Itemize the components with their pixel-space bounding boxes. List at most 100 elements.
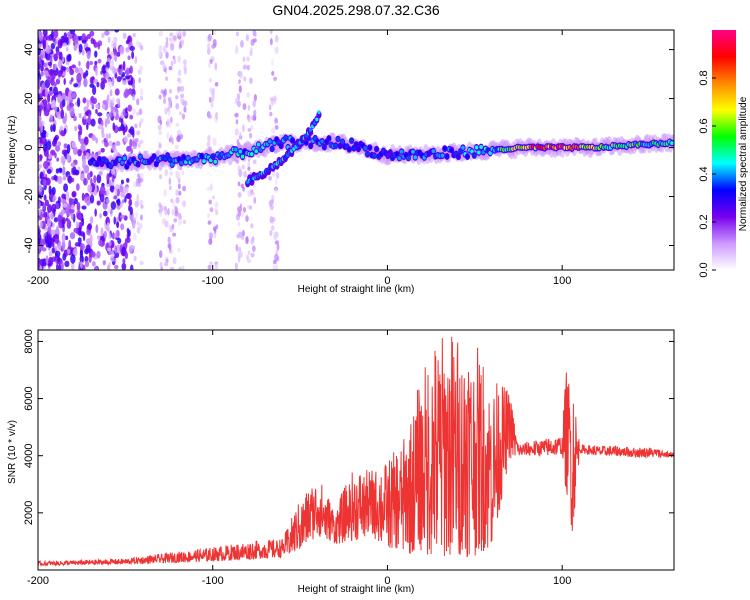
spectrogram-noise-speckle (102, 79, 108, 84)
spectrogram-noise-speckle (69, 232, 76, 240)
spectrogram-streak-speckle (167, 236, 171, 244)
spectrogram-noise-speckle (48, 250, 53, 257)
spectrogram-streak-speckle (242, 103, 247, 111)
spectrogram-noise-speckle (97, 235, 101, 240)
spectrogram-noise-speckle (95, 137, 98, 144)
spectrogram-noise-speckle (43, 194, 47, 201)
spectrogram-noise-speckle (88, 254, 92, 263)
spectrogram-noise-speckle (50, 149, 56, 156)
spectrogram-noise-speckle (69, 106, 75, 117)
spectrogram-noise-speckle (65, 95, 69, 101)
spectrogram-noise-speckle (90, 251, 96, 258)
spectrogram-streak-speckle (166, 118, 170, 124)
spectrogram-noise-speckle (79, 173, 85, 182)
spectrogram-noise-speckle (114, 88, 120, 96)
spectrogram-ridge-core (349, 138, 354, 143)
spectrogram-noise-speckle (51, 71, 56, 80)
spectrogram-streak-speckle (158, 202, 162, 208)
spectrogram-noise-speckle (42, 202, 46, 211)
spectrogram-noise-speckle (56, 157, 60, 162)
spectrogram-noise-speckle (86, 172, 91, 181)
spectrogram-noise-speckle (95, 108, 98, 114)
spectrogram-branch-core (308, 127, 313, 132)
spectrogram-noise-speckle (45, 255, 49, 265)
spectrogram-noise-speckle (87, 184, 93, 193)
spectrogram-streak-speckle (109, 30, 114, 33)
spectrogram-noise-speckle (116, 188, 120, 197)
spectrogram-noise-speckle (98, 170, 103, 176)
spectrogram-noise-speckle (63, 78, 66, 86)
spectrogram-streak-speckle (238, 250, 244, 258)
spectrogram-noise-speckle (99, 213, 102, 219)
spectrogram-streak-speckle (134, 123, 138, 129)
spectrogram-noise-speckle (38, 78, 41, 89)
spectrogram-noise-speckle (46, 140, 52, 151)
spectrogram-streak-speckle (271, 58, 274, 66)
spectrogram-noise-speckle (123, 136, 128, 143)
spectrogram-streak-speckle (209, 96, 212, 103)
spectrogram-noise-speckle (42, 30, 48, 37)
spectrogram-ridge-core (136, 162, 140, 167)
spectrogram-noise-speckle (43, 98, 48, 108)
spectrogram-streak-speckle (158, 50, 162, 58)
spectrogram-streak-speckle (109, 61, 114, 68)
spectrogram-streak-speckle (160, 60, 165, 66)
spectrogram-streak-speckle (167, 207, 170, 216)
spectrogram-y-ticks: -40 -20 0 20 40 (23, 43, 674, 253)
spectrogram-noise-speckle (94, 208, 97, 217)
spectrogram-frame (37, 29, 675, 271)
spectrogram-noise-speckle (97, 58, 102, 64)
spectrogram-noise-speckle (90, 118, 96, 127)
spectrogram-ridge-core (340, 139, 345, 144)
spectrogram-streak-speckle (208, 77, 213, 83)
spectrogram-noise-speckle (99, 185, 106, 195)
spectrogram-streak-speckle (172, 232, 177, 237)
spectrogram-noise-speckle (77, 213, 82, 221)
spectrogram-noise-speckle (94, 50, 98, 58)
spectrogram-noise-speckle (63, 183, 69, 192)
spectrogram-noise-speckle (83, 178, 88, 186)
spectrogram-ridge-core (138, 154, 143, 159)
spectrogram-streak-speckle (107, 81, 112, 90)
spectrogram-noise-speckle (65, 190, 70, 201)
spectrogram-ridge-core (99, 161, 104, 166)
spectrogram-noise-speckle (115, 140, 121, 146)
spectrogram-noise-speckle (93, 175, 97, 184)
spectrogram-y-tick-label: -40 (23, 238, 35, 254)
snr-x-tick-label: -200 (27, 575, 49, 587)
spectrogram-noise-speckle (39, 138, 43, 144)
spectrogram-ridge-core (233, 147, 238, 152)
snr-x-tick-label: 100 (553, 575, 571, 587)
spectrogram-noise-speckle (74, 125, 78, 132)
spectrogram-streak-speckle (241, 164, 245, 170)
spectrogram-noise-speckle (86, 200, 90, 206)
spectrogram-streak-speckle (135, 40, 139, 47)
spectrogram-streak-speckle (207, 134, 211, 143)
spectrogram-streak-speckle (132, 181, 138, 188)
spectrogram-streak-speckle (272, 95, 277, 102)
spectrogram-noise-speckle (63, 249, 69, 257)
spectrogram-streak-speckle (181, 265, 185, 270)
spectrogram-noise-speckle (85, 244, 91, 253)
spectrogram-streak-speckle (158, 250, 163, 259)
spectrogram-noise-speckle (52, 197, 56, 203)
spectrogram-noise-speckle (61, 240, 66, 251)
spectrogram-noise-speckle (76, 202, 81, 212)
spectrogram-noise-speckle (61, 232, 66, 243)
spectrogram-ridge-core (406, 156, 411, 161)
spectrogram-noise-speckle (57, 176, 63, 185)
spectrogram-noise-speckle (60, 155, 66, 165)
spectrogram-streak-speckle (112, 144, 117, 152)
spectrogram-ridge-core (238, 149, 243, 154)
spectrogram-noise-speckle (75, 183, 80, 191)
spectrogram-noise-speckle (57, 141, 62, 147)
spectrogram-streak-speckle (165, 76, 168, 81)
spectrogram-noise-speckle (84, 260, 90, 268)
spectrogram-noise-speckle (64, 235, 69, 241)
spectrogram-noise-speckle (85, 61, 90, 70)
spectrogram-ridge-core (256, 142, 261, 147)
spectrogram-streak-speckle (249, 205, 252, 210)
spectrogram-streak-speckle (138, 176, 141, 184)
spectrogram-noise-speckle (52, 99, 56, 108)
spectrogram-streak-speckle (245, 56, 251, 62)
